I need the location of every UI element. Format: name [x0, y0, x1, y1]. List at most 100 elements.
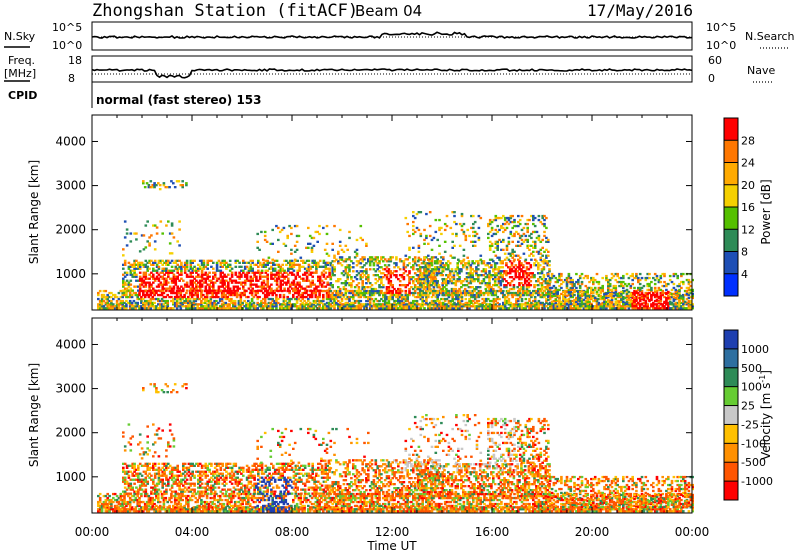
data-cell — [537, 294, 540, 296]
data-cell — [103, 294, 106, 296]
data-cell — [431, 239, 434, 241]
data-cell — [360, 294, 363, 296]
data-cell — [388, 300, 391, 302]
data-cell — [371, 290, 374, 292]
data-cell — [560, 287, 563, 289]
data-cell — [682, 303, 685, 305]
data-cell — [626, 289, 629, 291]
data-cell — [543, 251, 546, 253]
data-cell — [135, 238, 138, 240]
data-cell — [449, 278, 452, 280]
data-cell — [448, 296, 451, 298]
data-cell — [485, 268, 488, 270]
data-cell — [436, 280, 439, 282]
data-cell — [256, 302, 259, 304]
data-cell — [322, 296, 325, 298]
data-cell — [412, 292, 415, 294]
data-cell — [139, 266, 142, 268]
data-cell — [553, 291, 556, 293]
data-cell — [517, 233, 520, 235]
data-cell — [556, 281, 559, 283]
data-cell — [526, 280, 529, 282]
data-cell — [560, 275, 563, 277]
data-cell — [161, 298, 164, 300]
data-cell — [530, 292, 533, 294]
data-cell — [268, 294, 271, 296]
data-cell — [511, 215, 514, 217]
data-cell — [513, 219, 516, 221]
data-cell — [594, 287, 597, 289]
data-cell — [399, 292, 402, 294]
data-cell — [361, 280, 364, 282]
data-cell — [517, 241, 520, 243]
data-cell — [667, 283, 670, 285]
data-cell — [182, 280, 185, 282]
data-cell — [556, 293, 559, 295]
data-cell — [285, 276, 288, 278]
data-cell — [504, 219, 507, 221]
data-cell — [406, 298, 409, 300]
data-cell — [133, 272, 136, 274]
data-cell — [148, 236, 151, 238]
data-cell — [110, 296, 113, 298]
data-cell — [322, 294, 325, 296]
data-cell — [131, 294, 134, 296]
data-cell — [156, 276, 159, 278]
data-cell — [280, 286, 283, 288]
data-cell — [322, 298, 325, 300]
data-cell — [227, 286, 230, 288]
data-cell — [453, 292, 456, 294]
data-cell — [496, 302, 499, 304]
data-cell — [519, 223, 522, 225]
data-cell — [562, 281, 565, 283]
freq-trace — [92, 69, 692, 78]
data-cell — [607, 281, 610, 283]
data-cell — [324, 249, 327, 251]
data-cell — [477, 276, 480, 278]
data-cell — [517, 259, 520, 261]
data-cell — [296, 296, 299, 298]
data-cell — [520, 282, 523, 284]
data-cell — [289, 286, 292, 288]
data-cell — [609, 285, 612, 287]
data-cell — [440, 266, 443, 268]
data-cell — [477, 280, 480, 282]
data-cell — [318, 225, 321, 227]
data-cell — [462, 266, 465, 268]
data-cell — [161, 294, 164, 296]
data-cell — [399, 288, 402, 290]
data-cell — [191, 292, 194, 294]
data-cell — [246, 278, 249, 280]
count-tick-right-top: 10^5 — [706, 21, 736, 34]
data-cell — [408, 235, 411, 237]
data-cell — [513, 278, 516, 280]
data-cell — [654, 283, 657, 285]
data-cell — [311, 294, 314, 296]
data-cell — [124, 290, 127, 292]
data-cell — [131, 290, 134, 292]
data-cell — [363, 256, 366, 258]
data-cell — [463, 259, 466, 261]
data-cell — [543, 268, 546, 270]
data-cell — [180, 278, 183, 280]
data-cell — [124, 236, 127, 238]
data-cell — [233, 290, 236, 292]
data-cell — [248, 288, 251, 290]
data-cell — [256, 247, 259, 249]
data-cell — [665, 299, 668, 301]
data-cell — [526, 227, 529, 229]
data-cell — [235, 272, 238, 274]
data-cell — [521, 298, 524, 300]
data-cell — [494, 292, 497, 294]
data-cell — [283, 288, 286, 290]
data-cell — [165, 290, 168, 292]
data-cell — [658, 301, 661, 303]
data-cell — [528, 286, 531, 288]
data-cell — [530, 259, 533, 261]
data-cell — [676, 277, 679, 279]
data-cell — [543, 296, 546, 298]
data-cell — [405, 217, 408, 219]
data-cell — [463, 233, 466, 235]
data-cell — [473, 262, 476, 264]
data-cell — [145, 246, 148, 248]
